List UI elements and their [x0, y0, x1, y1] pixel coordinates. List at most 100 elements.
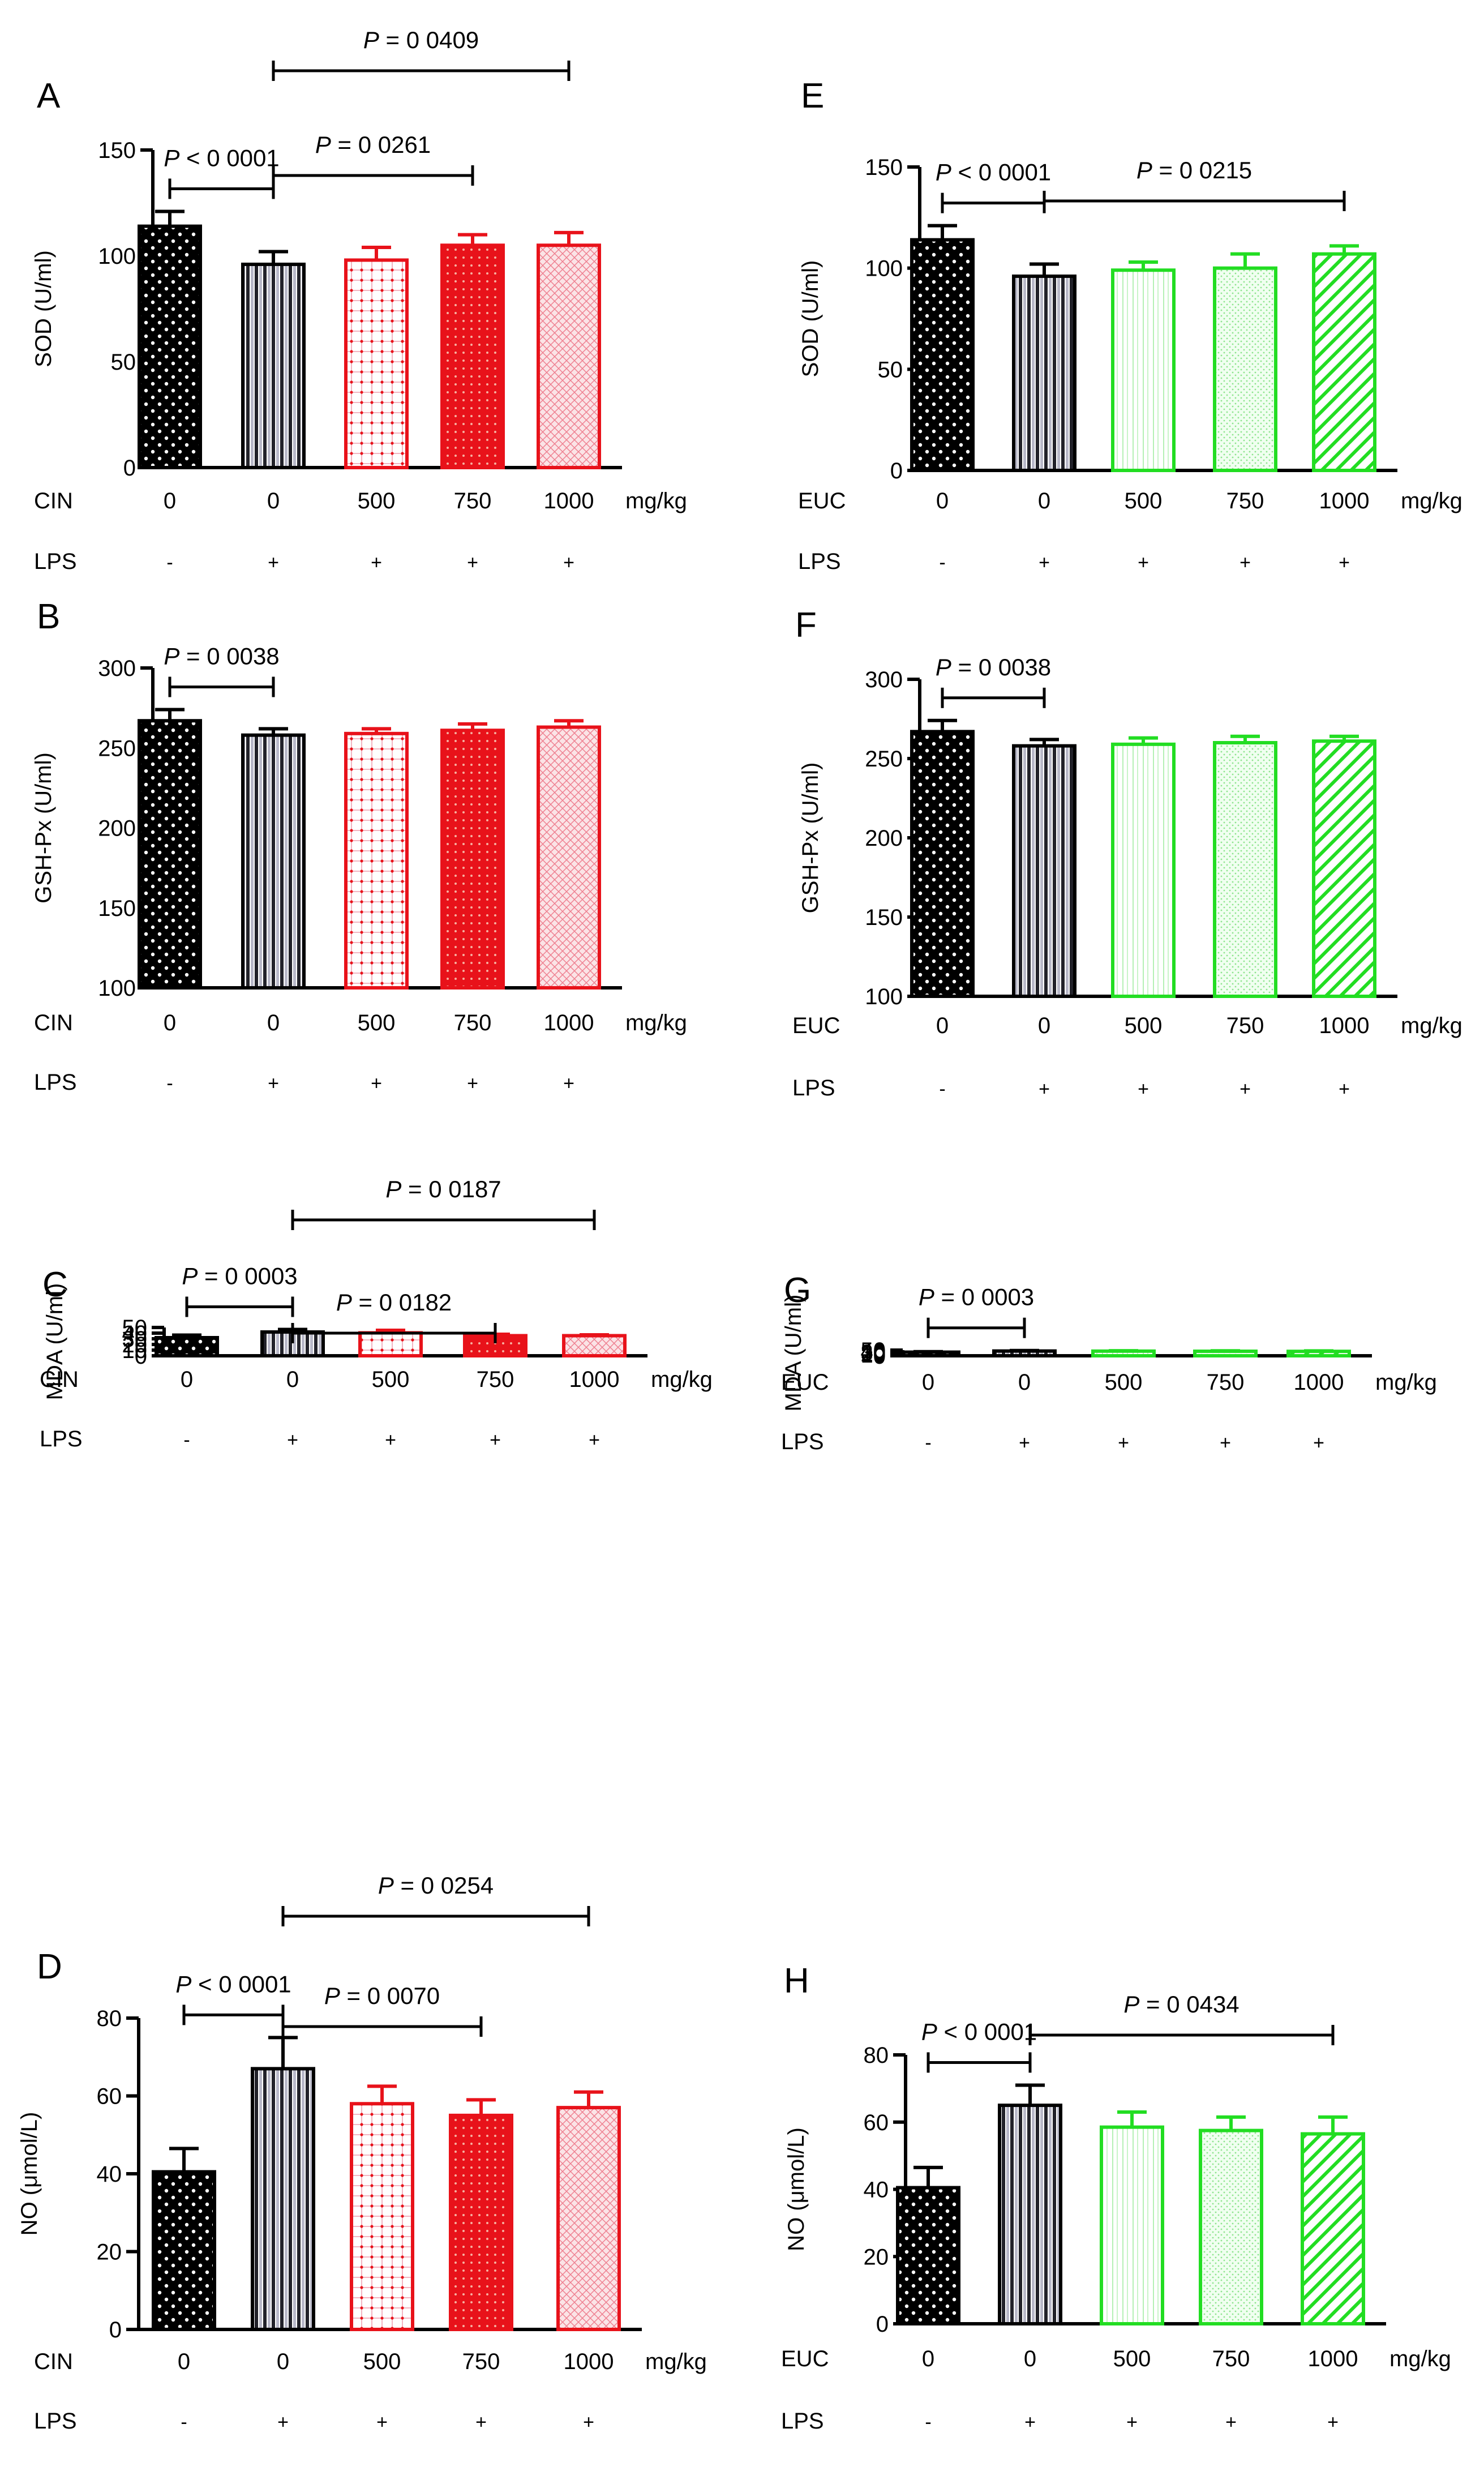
y-tick-label: 150 [98, 138, 136, 163]
bar [896, 2186, 960, 2325]
lps-sign: + [1039, 552, 1050, 573]
y-tick-label: 40 [122, 1321, 148, 1346]
y-axis-label: NO (μmol/L) [784, 2127, 809, 2251]
lps-sign: + [1225, 2412, 1237, 2433]
y-tick-label: 50 [878, 357, 903, 382]
lps-sign: + [563, 552, 574, 573]
x-tick-label: 0 [1018, 1370, 1031, 1395]
x-tick-label: 0 [936, 489, 949, 513]
x-tick-label: 750 [1207, 1370, 1245, 1395]
y-tick-label: 300 [865, 667, 903, 692]
x-tick-label: 0 [267, 1010, 280, 1035]
x-tick-label: 1000 [544, 489, 594, 513]
lps-sign: + [1019, 1432, 1030, 1454]
panel-a: A 0 50 100 150 SOD (U/ml) CIN 0 0 500 750 1000 mg/kg… [31, 27, 687, 574]
p-value-label: P < 0 0001 [921, 2018, 1037, 2045]
lps-sign: + [1024, 2412, 1036, 2433]
unit-label: mg/kg [625, 1010, 687, 1035]
x-tick-label: 1000 [1319, 1013, 1370, 1038]
lps-sign: + [1327, 2412, 1339, 2433]
p-value-label: P = 0 0003 [919, 1284, 1034, 1310]
treatment-label: CIN [34, 1010, 73, 1035]
lps-sign: - [183, 1429, 190, 1451]
x-tick-label: 500 [358, 489, 396, 513]
lps-label: LPS [781, 2409, 824, 2434]
lps-label: LPS [34, 549, 77, 574]
y-tick-label: 10 [122, 1338, 148, 1363]
treatment-label: EUC [792, 1013, 840, 1038]
lps-sign: - [925, 2412, 931, 2433]
lps-sign: + [1239, 552, 1251, 573]
y-axis-label: NO (μmol/L) [17, 2112, 42, 2236]
bar [1312, 739, 1376, 998]
y-axis-label: GSH-Px (U/ml) [31, 752, 56, 903]
lps-sign: + [490, 1429, 501, 1451]
x-tick-label: 0 [1024, 2346, 1036, 2371]
bar [1312, 252, 1376, 472]
x-tick-label: 0 [181, 1367, 193, 1392]
x-tick-label: 0 [267, 489, 280, 513]
p-value-label: P = 0 0215 [1136, 157, 1252, 183]
treatment-label: CIN [34, 489, 73, 513]
y-tick-label: 150 [865, 155, 903, 180]
lps-sign: - [925, 1432, 931, 1454]
y-tick-label: 20 [861, 1342, 886, 1367]
y-tick-label: 30 [122, 1327, 148, 1352]
y-tick-label: 30 [861, 1340, 886, 1365]
bar [344, 258, 409, 469]
y-tick-label: 80 [97, 2006, 122, 2031]
bar [152, 2170, 216, 2331]
panel-e: E 0 50 100 150 SOD (U/ml) EUC 0 0 500 750 1000 mg/kg… [798, 76, 1462, 574]
x-tick-label: 500 [372, 1367, 410, 1392]
treatment-label: EUC [798, 489, 846, 513]
x-tick-label: 0 [922, 1370, 934, 1395]
lps-sign: + [467, 552, 478, 573]
bar [440, 243, 505, 469]
lps-sign: + [371, 1073, 382, 1094]
lps-sign: + [268, 1073, 279, 1094]
x-tick-label: 750 [1226, 1013, 1264, 1038]
panel-letter: F [795, 606, 817, 645]
x-tick-label: 1000 [1294, 1370, 1344, 1395]
x-tick-label: 0 [936, 1013, 949, 1038]
lps-sign: + [1138, 1078, 1149, 1100]
lps-label: LPS [781, 1429, 824, 1454]
bar [998, 2104, 1062, 2325]
lps-sign: + [268, 552, 279, 573]
bar [1301, 2132, 1365, 2325]
bar [562, 1334, 627, 1357]
unit-label: mg/kg [1401, 489, 1462, 513]
y-tick-label: 300 [98, 656, 136, 681]
treatment-label: CIN [34, 2349, 73, 2374]
bar [1213, 266, 1277, 472]
bar [251, 2067, 315, 2331]
y-tick-label: 80 [864, 2043, 889, 2068]
bar [537, 243, 601, 469]
bar [1213, 741, 1277, 998]
lps-label: LPS [34, 2409, 77, 2434]
bar [910, 238, 975, 472]
panel-h: H 0 20 40 60 80 NO (μmol/L) EUC 0 0 500 750 1000 mg/k… [781, 1961, 1451, 2434]
lps-sign: + [385, 1429, 396, 1451]
p-value-label: P = 0 0038 [936, 654, 1051, 680]
x-tick-label: 0 [164, 489, 176, 513]
bar [1012, 744, 1076, 998]
bar [1111, 742, 1176, 999]
lps-sign: + [1138, 552, 1149, 573]
lps-label: LPS [798, 549, 841, 574]
y-tick-label: 60 [864, 2110, 889, 2135]
panel-f: F 100 150 200 250 300 GSH-Px (U/ml) EUC 0 0 500 750… [792, 606, 1462, 1100]
bar [1199, 2128, 1263, 2325]
y-axis-label: SOD (U/ml) [31, 250, 56, 367]
p-value-label: P = 0 0261 [315, 131, 431, 158]
p-value-label: P = 0 0187 [385, 1176, 501, 1202]
unit-label: mg/kg [1375, 1370, 1437, 1395]
lps-sign: + [1239, 1078, 1251, 1100]
bar [241, 733, 306, 990]
x-tick-label: 0 [1038, 1013, 1050, 1038]
y-tick-label: 200 [865, 826, 903, 851]
x-tick-label: 500 [358, 1010, 396, 1035]
unit-label: mg/kg [645, 2349, 707, 2374]
bar [350, 2102, 414, 2331]
